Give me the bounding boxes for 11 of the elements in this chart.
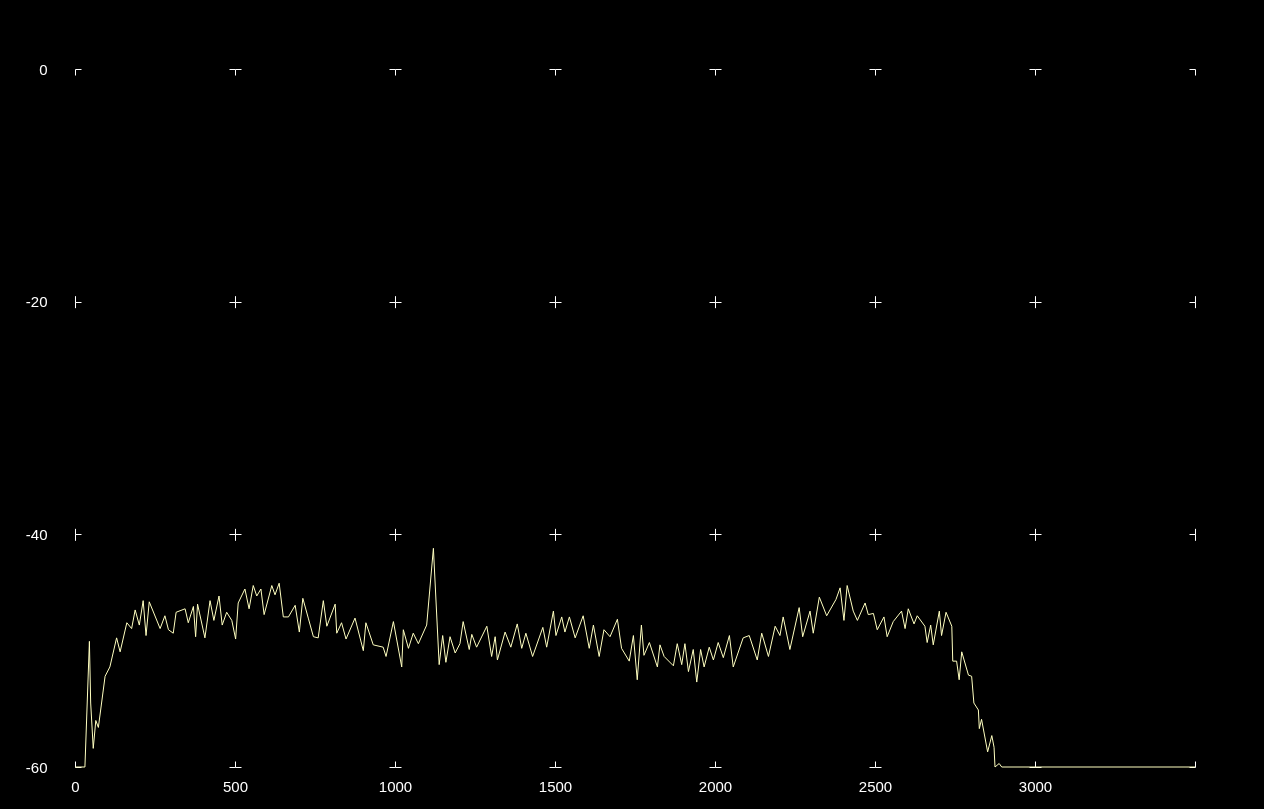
x-tick-label: 3000 bbox=[1018, 777, 1053, 795]
x-tick-label: 0 bbox=[71, 777, 80, 795]
y-tick-label: -40 bbox=[25, 525, 48, 543]
x-tick-label: 500 bbox=[222, 777, 249, 795]
y-tick-label: 0 bbox=[39, 60, 48, 78]
x-tick-label: 1500 bbox=[538, 777, 573, 795]
x-tick-label: 2000 bbox=[698, 777, 733, 795]
y-tick-label: -20 bbox=[25, 293, 48, 311]
x-tick-label: 1000 bbox=[378, 777, 413, 795]
y-tick-label: -60 bbox=[25, 758, 48, 776]
x-tick-label: 2500 bbox=[858, 777, 893, 795]
